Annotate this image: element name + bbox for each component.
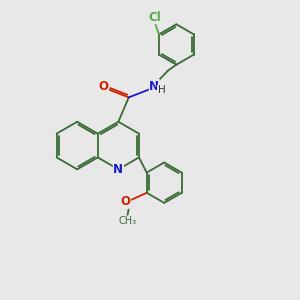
Text: O: O <box>98 80 109 93</box>
Text: N: N <box>149 80 159 93</box>
Text: O: O <box>121 195 130 208</box>
Text: N: N <box>113 163 123 176</box>
Text: H: H <box>158 85 165 95</box>
Text: CH₃: CH₃ <box>118 216 136 226</box>
Text: Cl: Cl <box>148 11 161 24</box>
